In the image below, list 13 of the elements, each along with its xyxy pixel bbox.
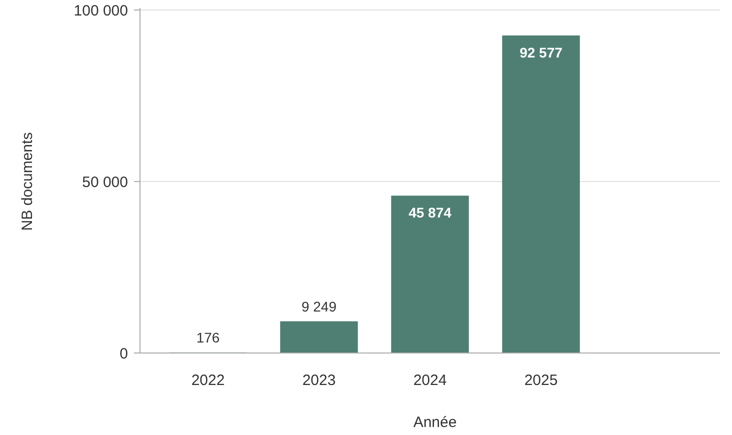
x-tick-label: 2024 [413, 372, 447, 389]
x-tick-label: 2025 [524, 372, 558, 389]
data-label: 45 874 [408, 204, 452, 221]
y-tick-label: 0 [120, 345, 128, 362]
data-label: 9 249 [301, 298, 337, 314]
x-tick-label: 2022 [191, 372, 225, 389]
x-tick-label: 2023 [302, 372, 336, 389]
y-tick-label: 50 000 [82, 174, 128, 191]
x-axis-title: Année [413, 414, 457, 431]
data-label: 92 577 [520, 44, 563, 60]
data-label: 176 [196, 329, 220, 346]
y-axis-title: NB documents [19, 132, 36, 231]
y-tick-label: 100 000 [74, 2, 128, 20]
